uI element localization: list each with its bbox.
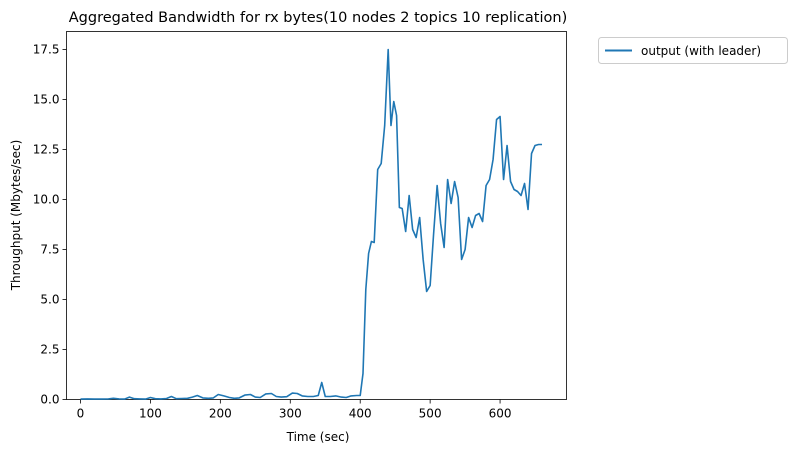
x-axis-ticks: 0 100 200 300 400 500 600 [77, 399, 512, 421]
y-tick-label: 15.0 [33, 93, 60, 107]
y-tick-label: 10.0 [33, 193, 60, 207]
y-tick-label: 17.5 [33, 43, 60, 57]
y-tick-label: 12.5 [33, 143, 60, 157]
x-tick-label: 0 [77, 407, 85, 421]
plot-frame [66, 31, 567, 400]
plot-area: 0 100 200 300 400 500 600 0.0 2.5 5.0 7.5 10.0 12.5… [33, 31, 567, 421]
legend: output (with leader) [598, 37, 788, 64]
y-tick-label: 2.5 [40, 343, 59, 357]
x-tick-label: 600 [489, 407, 512, 421]
y-axis-label: Throughput (Mbytes/sec) [9, 140, 23, 292]
chart-title: Aggregated Bandwidth for rx bytes(10 nod… [69, 10, 567, 26]
y-tick-label: 0.0 [40, 393, 59, 407]
y-tick-label: 7.5 [40, 243, 59, 257]
y-tick-label: 5.0 [40, 293, 59, 307]
legend-frame [598, 37, 788, 64]
y-axis-ticks: 0.0 2.5 5.0 7.5 10.0 12.5 15.0 17.5 [33, 43, 67, 407]
x-tick-label: 200 [209, 407, 232, 421]
series-line-0 [80, 48, 543, 400]
x-tick-label: 500 [419, 407, 442, 421]
x-tick-label: 100 [139, 407, 162, 421]
x-tick-label: 300 [279, 407, 302, 421]
legend-entry-label: output (with leader) [641, 44, 761, 58]
x-tick-label: 400 [349, 407, 372, 421]
x-axis-label: Time (sec) [286, 430, 350, 444]
series-layer [80, 48, 543, 400]
